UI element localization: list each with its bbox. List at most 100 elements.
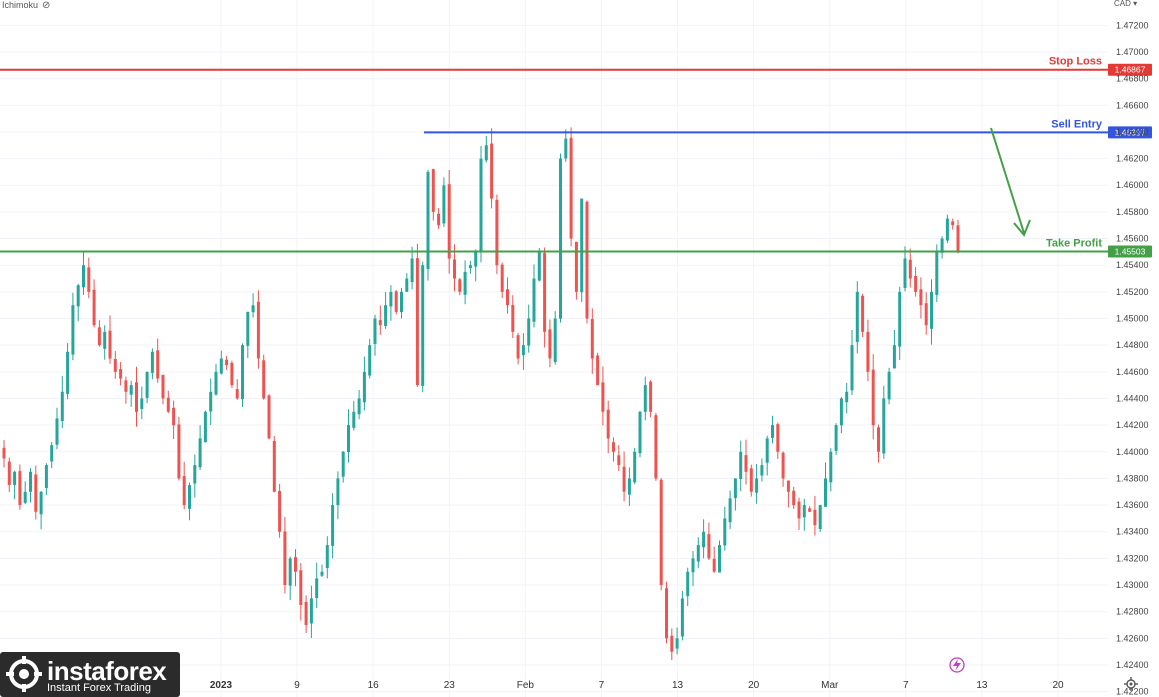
candle-body: [272, 440, 276, 492]
candle-body: [686, 571, 690, 597]
time-axis[interactable]: 2023 9 16 23 Feb 7 13 20 Mar 7 13 20: [210, 680, 1064, 691]
price-axis[interactable]: 1.47200 1.47000 1.46800 1.46600 1.46400 1.462…: [1116, 20, 1149, 696]
candle-body: [559, 158, 562, 319]
candle-body: [161, 374, 165, 399]
brand-logo: instaforex Instant Forex Trading: [0, 652, 180, 697]
candle-body: [405, 278, 409, 292]
y-tick-label: 1.44600: [1116, 367, 1149, 377]
candle-body: [945, 218, 949, 241]
brand-name: instaforex: [47, 656, 167, 686]
y-tick-label: 1.46000: [1116, 180, 1149, 190]
candle-body: [781, 452, 785, 479]
candle-body: [320, 571, 324, 576]
candle-body: [908, 259, 912, 279]
candle-body: [76, 285, 80, 307]
candle-body: [442, 185, 446, 224]
candle-body: [357, 398, 361, 415]
price-tag-label: 1.46867: [1115, 65, 1146, 75]
candle-body: [861, 295, 865, 332]
candle-body: [500, 264, 504, 292]
candle-body: [574, 241, 578, 292]
candle-body: [309, 598, 313, 624]
candle-body: [537, 251, 541, 281]
candle-body: [834, 425, 838, 451]
candle-body: [818, 505, 822, 530]
candle-body: [219, 358, 223, 374]
candle-body: [431, 169, 435, 212]
x-tick-label: 13: [976, 680, 988, 691]
candle-body: [744, 455, 748, 472]
candle-body: [702, 531, 706, 548]
candle-body: [246, 311, 250, 346]
candle-body: [543, 253, 547, 332]
candle-body: [696, 545, 700, 562]
candle-body: [2, 447, 6, 459]
candle-body: [665, 588, 668, 639]
candle-body: [235, 389, 239, 399]
candle-body: [612, 442, 615, 452]
y-tick-label: 1.43800: [1116, 473, 1149, 483]
candle-body: [87, 267, 91, 292]
candle-body: [92, 289, 96, 326]
candle-body: [108, 330, 112, 359]
price-tag-label: 1.45503: [1115, 246, 1146, 256]
y-tick-label: 1.43000: [1116, 580, 1149, 590]
y-tick-label: 1.42200: [1116, 687, 1149, 697]
candle-body: [532, 278, 536, 322]
candle-body: [103, 331, 107, 349]
candle-body: [304, 601, 308, 626]
y-tick-label: 1.46600: [1116, 100, 1149, 110]
candle-body: [198, 438, 202, 468]
candle-body: [463, 271, 467, 295]
candle-body: [739, 451, 743, 480]
x-tick-label: Mar: [821, 680, 839, 691]
candle-body: [458, 279, 462, 292]
eye-off-icon[interactable]: ⊘: [42, 0, 51, 11]
y-tick-label: 1.46400: [1116, 127, 1149, 137]
candle-body: [919, 289, 923, 306]
candle-body: [723, 518, 727, 546]
candlestick-series: [2, 127, 960, 660]
x-tick-label: Feb: [517, 680, 535, 691]
candle-body: [527, 318, 531, 346]
candle-body: [347, 425, 350, 453]
candle-body: [553, 318, 557, 363]
candle-body: [596, 355, 600, 386]
candle-body: [135, 382, 138, 412]
y-tick-label: 1.45400: [1116, 260, 1149, 270]
y-tick-label: 1.46800: [1116, 74, 1149, 84]
candle-body: [765, 438, 769, 463]
candle-body: [400, 291, 403, 312]
candle-body: [468, 265, 472, 269]
gear-icon[interactable]: [1124, 677, 1138, 691]
level-name: Stop Loss: [1049, 56, 1102, 68]
candle-body: [882, 398, 886, 454]
candle-body: [633, 451, 637, 483]
currency-selector[interactable]: CAD ▾: [1114, 0, 1138, 8]
y-tick-label: 1.44200: [1116, 420, 1149, 430]
candle-body: [362, 371, 366, 403]
candle-body: [71, 305, 75, 355]
candle-body: [643, 385, 647, 412]
candle-body: [23, 491, 27, 503]
indicator-label[interactable]: Ichimoku ⊘: [2, 0, 50, 11]
logo-mark-icon: [6, 656, 42, 692]
price-tag: [1108, 245, 1152, 258]
candle-body: [930, 291, 933, 329]
candle-body: [283, 531, 287, 586]
candle-body: [675, 638, 679, 649]
candle-body: [855, 291, 859, 343]
candle-body: [177, 424, 181, 479]
candle-body: [39, 491, 43, 515]
candle-body: [935, 251, 939, 295]
lightning-icon[interactable]: [949, 657, 965, 673]
candle-body: [315, 578, 319, 599]
candle-body: [877, 427, 880, 452]
candle-body: [230, 362, 234, 386]
candle-body: [797, 501, 801, 519]
y-tick-label: 1.42400: [1116, 660, 1149, 670]
price-tag: [1108, 63, 1152, 76]
candle-body: [278, 490, 282, 532]
candle-body: [680, 598, 684, 637]
